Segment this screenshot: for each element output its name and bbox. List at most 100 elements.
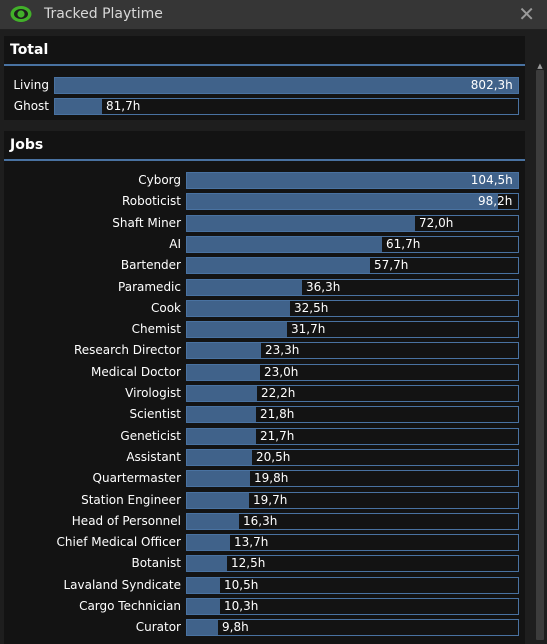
jobs-row-label: Shaft Miner	[112, 215, 181, 230]
jobs-row-value: 20,5h	[256, 449, 291, 464]
jobs-row-label: Station Engineer	[81, 492, 181, 507]
jobs-row-value: 32,5h	[294, 300, 329, 315]
jobs-progress-bar: 32,5h	[186, 299, 519, 317]
total-row-label: Living	[13, 78, 49, 92]
jobs-progress-fill	[187, 449, 252, 465]
jobs-row-label: Virologist	[125, 386, 181, 400]
eye-icon	[10, 6, 32, 22]
jobs-row-value: 72,0h	[419, 215, 454, 230]
jobs-progress-fill	[187, 428, 256, 444]
jobs-row-value: 21,8h	[260, 407, 295, 422]
total-row: Living 802,3h	[4, 76, 525, 95]
jobs-progress-bar: 21,8h	[186, 406, 519, 424]
jobs-progress-bar: 22,2h	[186, 385, 519, 402]
jobs-row-value: 57,7h	[374, 258, 409, 273]
jobs-row-value: 31,7h	[291, 322, 326, 337]
jobs-progress-fill	[187, 577, 220, 593]
total-header: Total	[4, 36, 525, 66]
total-section: Total Living 802,3h Ghost 81,7h	[4, 36, 525, 120]
jobs-progress-bar: 9,8h	[186, 619, 519, 637]
window-titlebar: Tracked Playtime ✕	[0, 0, 547, 30]
scrollbar-thumb[interactable]	[536, 70, 544, 640]
jobs-progress-bar: 10,5h	[186, 576, 519, 594]
jobs-row: Cargo Technician 10,3h	[4, 597, 525, 616]
jobs-progress-fill	[187, 322, 287, 338]
jobs-progress-bar: 72,0h	[186, 214, 519, 232]
jobs-row-value: 10,5h	[224, 577, 259, 592]
jobs-progress-bar: 23,3h	[186, 342, 519, 360]
jobs-progress-bar: 20,5h	[186, 448, 519, 466]
jobs-row-value: 10,3h	[224, 599, 259, 613]
jobs-row-label: Bartender	[120, 258, 181, 273]
jobs-row-value: 98,2h	[478, 194, 513, 209]
jobs-row: Shaft Miner 72,0h	[4, 214, 525, 233]
jobs-progress-bar: 23,0h	[186, 363, 519, 381]
jobs-row-value: 23,3h	[265, 343, 300, 358]
jobs-row-value: 12,5h	[231, 556, 266, 571]
total-row-label: Ghost	[13, 99, 49, 113]
jobs-row-label: Cargo Technician	[79, 599, 181, 613]
jobs-row: Virologist 22,2h	[4, 384, 525, 403]
jobs-row-label: AI	[169, 236, 181, 251]
jobs-row-label: Cook	[150, 300, 181, 315]
jobs-row-value: 19,8h	[254, 471, 289, 486]
jobs-progress-bar: 104,5h	[186, 172, 519, 189]
jobs-progress-fill	[187, 300, 290, 316]
jobs-progress-fill	[187, 173, 518, 188]
jobs-progress-fill	[187, 492, 249, 508]
total-row: Ghost 81,7h	[4, 97, 525, 116]
jobs-header: Jobs	[4, 131, 525, 161]
jobs-row-label: Paramedic	[118, 279, 181, 294]
jobs-row-label: Scientist	[129, 407, 181, 422]
jobs-row: Bartender 57,7h	[4, 256, 525, 275]
jobs-row: Quartermaster 19,8h	[4, 469, 525, 488]
jobs-progress-bar: 61,7h	[186, 235, 519, 253]
jobs-progress-fill	[187, 215, 415, 231]
jobs-row: Medical Doctor 23,0h	[4, 363, 525, 382]
jobs-progress-bar: 98,2h	[186, 193, 519, 211]
jobs-progress-fill	[187, 386, 257, 401]
jobs-row: Roboticist 98,2h	[4, 192, 525, 211]
total-progress-bar: 802,3h	[54, 77, 519, 94]
jobs-row-label: Assistant	[126, 449, 181, 464]
jobs-progress-bar: 36,3h	[186, 278, 519, 296]
jobs-progress-fill	[187, 343, 261, 359]
jobs-row-label: Roboticist	[121, 194, 181, 209]
jobs-progress-fill	[187, 535, 230, 551]
jobs-row-label: Research Director	[73, 343, 181, 358]
jobs-progress-fill	[187, 279, 302, 295]
jobs-progress-fill	[187, 407, 256, 423]
jobs-progress-fill	[187, 556, 227, 572]
window-title: Tracked Playtime	[44, 6, 163, 22]
jobs-row: Chief Medical Officer 13,7h	[4, 533, 525, 552]
jobs-row-value: 61,7h	[386, 236, 421, 251]
jobs-progress-fill	[187, 236, 382, 252]
jobs-progress-fill	[187, 620, 218, 636]
jobs-progress-bar: 21,7h	[186, 427, 519, 445]
jobs-row-value: 13,7h	[234, 535, 269, 550]
close-button[interactable]: ✕	[518, 2, 535, 26]
jobs-row: Cook 32,5h	[4, 299, 525, 318]
jobs-row-value: 22,2h	[261, 386, 296, 400]
jobs-row-label: Botanist	[131, 556, 181, 571]
jobs-progress-bar: 12,5h	[186, 555, 519, 573]
scrollbar[interactable]: ▲	[533, 30, 547, 644]
total-row-value: 802,3h	[470, 78, 513, 92]
jobs-row-label: Lavaland Syndicate	[63, 577, 181, 592]
jobs-progress-fill	[187, 194, 498, 210]
jobs-row-value: 21,7h	[260, 428, 295, 443]
jobs-row-label: Quartermaster	[92, 471, 181, 486]
jobs-row-value: 19,7h	[253, 492, 288, 507]
jobs-row: Assistant 20,5h	[4, 448, 525, 467]
jobs-progress-bar: 13,7h	[186, 534, 519, 552]
total-progress-bar: 81,7h	[54, 98, 519, 115]
jobs-row-value: 36,3h	[306, 279, 341, 294]
scroll-up-icon[interactable]: ▲	[537, 62, 543, 70]
jobs-progress-fill	[187, 599, 220, 614]
jobs-progress-bar: 16,3h	[186, 512, 519, 530]
jobs-row: Scientist 21,8h	[4, 405, 525, 424]
jobs-row: Chemist 31,7h	[4, 320, 525, 339]
jobs-row-value: 23,0h	[264, 364, 299, 379]
jobs-progress-fill	[187, 364, 260, 380]
jobs-progress-bar: 57,7h	[186, 257, 519, 275]
